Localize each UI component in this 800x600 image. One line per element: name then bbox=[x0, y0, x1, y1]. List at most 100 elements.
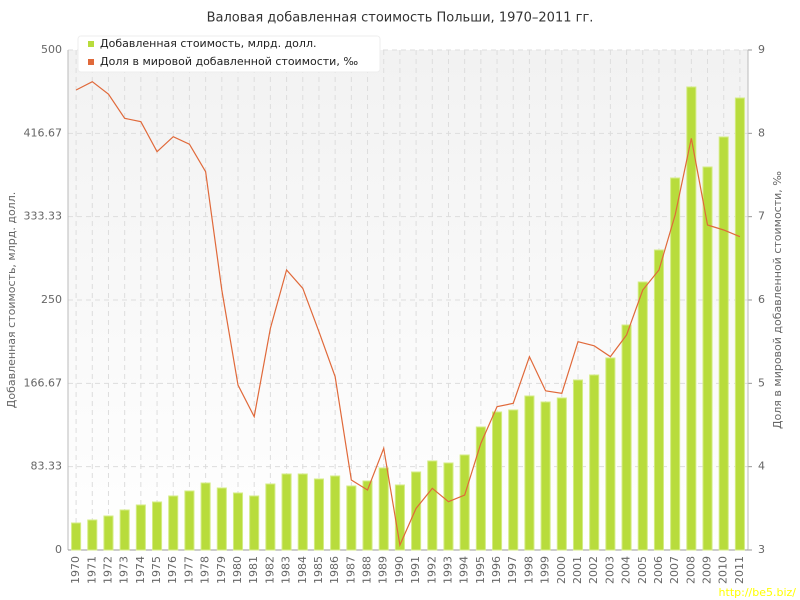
x-tick-label: 1990 bbox=[393, 556, 406, 584]
bar bbox=[524, 395, 535, 551]
x-tick-label: 1996 bbox=[490, 556, 503, 584]
bar bbox=[232, 492, 244, 551]
x-tick-label: 2003 bbox=[603, 556, 616, 584]
x-tick-label: 1989 bbox=[377, 556, 390, 584]
bar bbox=[330, 475, 341, 551]
y2-tick-label: 8 bbox=[758, 126, 765, 139]
bar bbox=[103, 515, 114, 551]
bar bbox=[572, 379, 584, 551]
y-tick-label: 166.67 bbox=[24, 376, 63, 389]
x-tick-label: 1993 bbox=[441, 556, 454, 584]
bar bbox=[492, 411, 503, 551]
bar bbox=[135, 504, 146, 551]
bar bbox=[346, 485, 357, 551]
bar bbox=[362, 480, 373, 551]
x-tick-label: 2005 bbox=[636, 556, 649, 584]
x-tick-label: 2009 bbox=[701, 556, 714, 584]
y2-tick-label: 5 bbox=[758, 376, 765, 389]
chart-title: Валовая добавленная стоимость Польши, 19… bbox=[207, 11, 594, 26]
x-tick-label: 1973 bbox=[118, 556, 131, 584]
y-tick-label: 250 bbox=[41, 293, 62, 306]
x-tick-label: 1984 bbox=[296, 556, 309, 584]
y-axis-label: Добавленная стоимость, млрд. долл. bbox=[5, 192, 18, 408]
x-tick-label: 1971 bbox=[85, 556, 98, 584]
legend: Добавленная стоимость, млрд. долл. Доля в… bbox=[77, 35, 381, 73]
x-tick-label: 1997 bbox=[506, 556, 519, 584]
bar bbox=[71, 522, 82, 551]
bar bbox=[152, 501, 163, 551]
x-tick-label: 1986 bbox=[328, 556, 341, 584]
bar bbox=[443, 462, 454, 551]
y-tick-label: 416.67 bbox=[24, 126, 63, 139]
x-tick-label: 1998 bbox=[522, 556, 535, 584]
x-tick-label: 2007 bbox=[668, 556, 681, 584]
x-tick-label: 1995 bbox=[474, 556, 487, 584]
bar bbox=[589, 374, 600, 551]
legend-swatch bbox=[88, 41, 94, 47]
x-tick-label: 1982 bbox=[263, 556, 276, 584]
y-tick-label: 0 bbox=[55, 543, 62, 556]
bar bbox=[605, 357, 616, 551]
legend-label: Добавленная стоимость, млрд. долл. bbox=[100, 37, 316, 50]
bar bbox=[475, 426, 486, 551]
line bbox=[75, 80, 741, 548]
bar bbox=[297, 473, 308, 551]
bar bbox=[394, 484, 405, 551]
x-tick-label: 1970 bbox=[69, 556, 82, 584]
y2-tick-label: 9 bbox=[758, 43, 765, 56]
plot-area bbox=[68, 50, 748, 550]
bar bbox=[653, 249, 664, 551]
bar bbox=[249, 495, 260, 551]
x-tick-label: 1983 bbox=[280, 556, 293, 584]
bar bbox=[427, 460, 438, 551]
bar bbox=[702, 166, 713, 551]
x-tick-label: 1994 bbox=[458, 556, 471, 584]
x-tick-label: 1975 bbox=[150, 556, 163, 584]
watermark: http://be5.biz/ bbox=[719, 586, 797, 599]
bar bbox=[200, 482, 211, 551]
x-tick-label: 1999 bbox=[539, 556, 552, 584]
x-tick-label: 1979 bbox=[215, 556, 228, 584]
legend-swatch bbox=[88, 59, 94, 65]
x-tick-label: 2004 bbox=[620, 556, 633, 584]
x-tick-label: 1977 bbox=[182, 556, 195, 584]
y-tick-label: 83.33 bbox=[31, 460, 63, 473]
bar bbox=[411, 471, 422, 551]
x-tick-label: 2008 bbox=[684, 556, 697, 584]
x-tick-label: 2006 bbox=[652, 556, 665, 584]
bar bbox=[265, 483, 276, 551]
bar bbox=[87, 519, 98, 551]
x-tick-label: 1987 bbox=[344, 556, 357, 584]
bar bbox=[119, 509, 130, 551]
y2-tick-label: 7 bbox=[758, 210, 765, 223]
x-tick-label: 2010 bbox=[717, 556, 730, 584]
x-tick-label: 2011 bbox=[733, 556, 746, 584]
x-tick-label: 1978 bbox=[199, 556, 212, 584]
bar bbox=[216, 487, 227, 551]
y2-tick-label: 6 bbox=[758, 293, 765, 306]
bar bbox=[540, 401, 551, 551]
x-tick-label: 2000 bbox=[555, 556, 568, 584]
legend-box bbox=[77, 35, 381, 73]
bar bbox=[184, 490, 195, 551]
x-tick-label: 2001 bbox=[571, 556, 584, 584]
bar bbox=[459, 454, 470, 551]
bar bbox=[313, 478, 324, 551]
bar bbox=[168, 495, 179, 551]
y-tick-label: 333.33 bbox=[24, 210, 63, 223]
x-tick-label: 1972 bbox=[101, 556, 114, 584]
bar bbox=[734, 97, 745, 551]
x-tick-label: 1991 bbox=[409, 556, 422, 584]
y2-tick-label: 3 bbox=[758, 543, 765, 556]
bar bbox=[718, 136, 729, 551]
x-tick-label: 1980 bbox=[231, 556, 244, 584]
x-tick-label: 1992 bbox=[425, 556, 438, 584]
y2-axis-label: Доля в мировой добавленной стоимости, ‰ bbox=[771, 171, 784, 429]
y-tick-label: 500 bbox=[41, 43, 62, 56]
bar bbox=[378, 467, 389, 551]
bar bbox=[670, 177, 681, 551]
bar bbox=[686, 86, 697, 551]
bar bbox=[281, 473, 292, 551]
bar bbox=[637, 281, 648, 551]
